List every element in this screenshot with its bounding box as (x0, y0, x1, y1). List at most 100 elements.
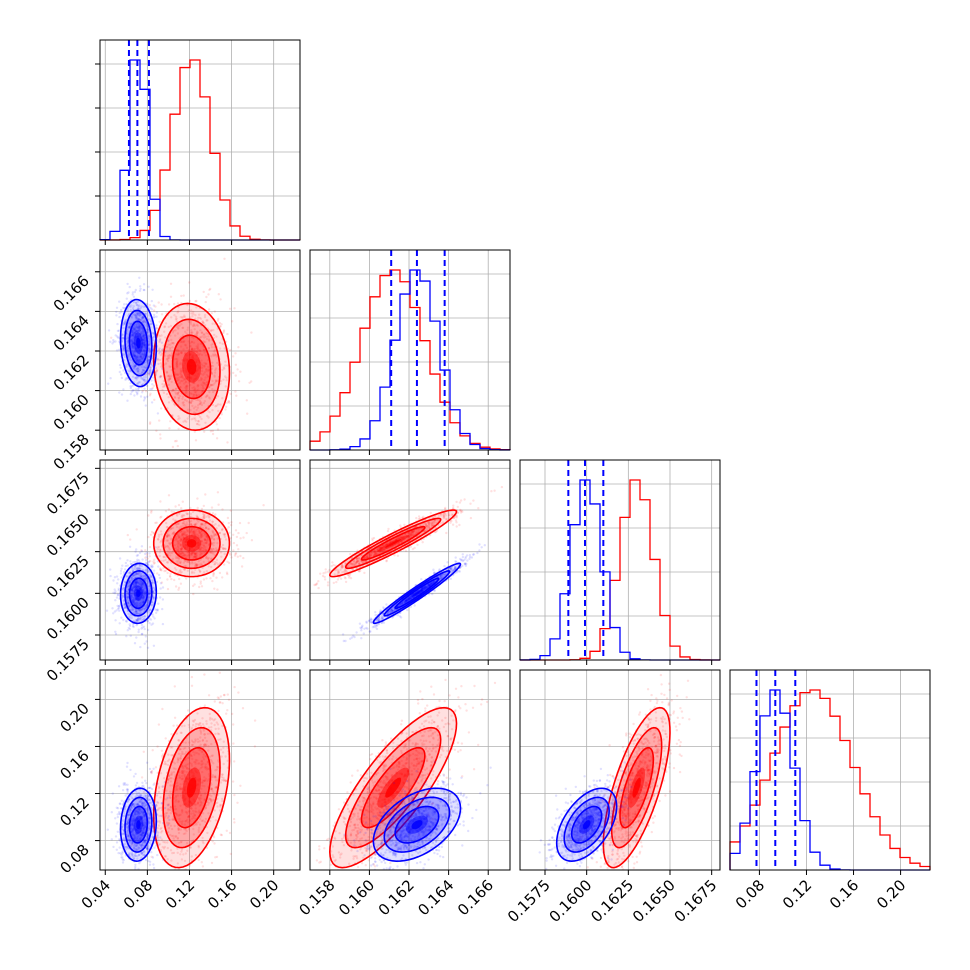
contour-line (162, 517, 221, 570)
x-tick-label: 0.1675 (671, 876, 721, 926)
contour-line (360, 746, 426, 829)
contour-line (570, 805, 603, 844)
contour-line (128, 577, 149, 610)
panel-frame (99, 249, 301, 451)
y-tick-label: 0.16 (56, 747, 92, 783)
contour-line (344, 517, 442, 570)
y-tick-label: 0.160 (50, 391, 93, 434)
contour-line (171, 525, 212, 561)
y-tick-label: 0.1625 (43, 552, 93, 602)
x-tick-label: 0.1650 (629, 876, 679, 926)
contour-line (372, 787, 462, 862)
contour-line (610, 726, 663, 849)
panel-plot-area (538, 673, 691, 870)
contour-line (152, 706, 231, 869)
panel-frame (99, 39, 301, 241)
sample-points (107, 276, 170, 415)
density-peak (186, 777, 197, 798)
y-tick-label: 0.162 (50, 351, 93, 394)
y-tick-label: 0.1575 (43, 635, 93, 685)
panel-background (310, 460, 510, 660)
contour-line (124, 309, 153, 377)
panel-frame (309, 249, 511, 451)
contour-line (555, 787, 618, 862)
x-tick-label: 0.12 (779, 876, 815, 912)
contour-line (329, 509, 458, 578)
density-peak (186, 539, 197, 548)
x-tick-label: 0.1625 (587, 876, 637, 926)
x-tick-label: 0.20 (873, 876, 909, 912)
panel-background (100, 250, 300, 450)
contour-line (171, 334, 212, 400)
density-peak (136, 589, 141, 598)
x-tick-label: 0.16 (204, 876, 240, 912)
y-tick-label: 0.1650 (43, 510, 93, 560)
x-tick-label: 0.1600 (546, 876, 596, 926)
density-peak (385, 777, 402, 798)
panel-frame (519, 459, 721, 661)
x-tick-label: 0.164 (414, 876, 457, 919)
panel-hist-2 (519, 459, 721, 665)
contour-line (152, 302, 231, 432)
x-tick-label: 0.162 (375, 876, 418, 919)
contour-line (162, 318, 221, 416)
contour-line (394, 577, 440, 610)
density-peak (411, 589, 423, 598)
panel-background (520, 670, 720, 870)
y-tick-label: 0.20 (56, 700, 92, 736)
y-tick-label: 0.12 (56, 794, 92, 830)
contour-line (128, 320, 149, 366)
density-peak (385, 539, 402, 548)
contour-line (124, 796, 153, 853)
panel-plot-area (315, 678, 497, 870)
contour-line (360, 525, 426, 561)
histogram-series (729, 689, 931, 870)
contour-line (383, 796, 451, 853)
x-tick-label: 0.1575 (504, 876, 554, 926)
contour-line (152, 509, 231, 578)
x-tick-label: 0.20 (246, 876, 282, 912)
contour-line (171, 746, 212, 829)
panel-plot-area (310, 485, 504, 643)
x-tick-label: 0.160 (335, 876, 378, 919)
x-tick-label: 0.04 (78, 876, 114, 912)
x-tick-label: 0.16 (826, 876, 862, 912)
panel-background (100, 670, 300, 870)
density-peak (411, 820, 423, 830)
contour-line (372, 562, 462, 625)
panel-hist-3: 0.08 0.12 0.16 0.20 (729, 669, 931, 912)
panel-frame (99, 669, 301, 871)
panel-hist-0 (95, 39, 301, 245)
panel-scatter-3-0: 0.080.120.160.200.04 0.08 0.12 0.16 0.20 (56, 669, 301, 912)
panel-frame (729, 669, 931, 871)
x-tick-label: 0.08 (732, 876, 768, 912)
x-tick-label: 0.166 (454, 876, 497, 919)
contour-line (602, 706, 671, 869)
panel-background (100, 460, 300, 660)
panel-scatter-2-1 (309, 459, 511, 665)
contour-line (124, 570, 153, 617)
panel-hist-1 (309, 249, 511, 455)
contour-line (328, 706, 458, 869)
contour-line (394, 805, 440, 844)
y-tick-label: 0.08 (56, 841, 92, 877)
density-peak (186, 358, 197, 375)
y-tick-label: 0.1600 (43, 593, 93, 643)
contour-line (119, 562, 158, 625)
sample-points (538, 761, 633, 870)
x-tick-label: 0.12 (162, 876, 198, 912)
panel-plot-area (106, 670, 257, 870)
panel-frame (309, 669, 511, 871)
contour-line (383, 570, 451, 617)
histogram-series (309, 269, 511, 451)
panel-frame (519, 669, 721, 871)
contour-line (563, 796, 610, 853)
panel-plot-area (107, 257, 253, 449)
contour-line (162, 726, 221, 849)
x-tick-label: 0.158 (296, 876, 339, 919)
y-tick-label: 0.166 (50, 272, 93, 315)
